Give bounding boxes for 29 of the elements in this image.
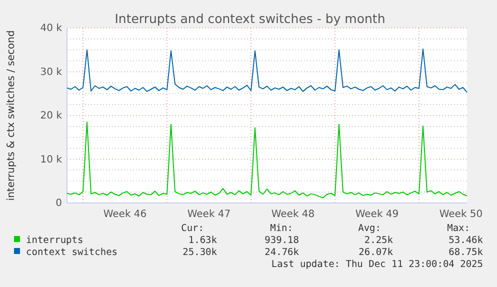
- text: Max:: [447, 223, 470, 234]
- line-series: [66, 48, 468, 93]
- x-tick-label: Week 50: [439, 209, 483, 220]
- y-tick-label: 0: [56, 198, 62, 210]
- text: 1.63k: [188, 235, 218, 246]
- chart-title: Interrupts and context switches - by month: [114, 11, 386, 26]
- text: Cur:: [181, 223, 204, 234]
- text: 24.76k: [264, 247, 300, 258]
- x-tick-label: Week 47: [187, 209, 231, 220]
- text: 2.25k: [364, 235, 394, 246]
- text: Avg:: [358, 223, 381, 234]
- text: 53.46k: [448, 235, 484, 246]
- x-tick-label: Week 49: [355, 209, 399, 220]
- y-tick-label: 10 k: [40, 154, 62, 166]
- y-tick-label: 30 k: [40, 66, 62, 78]
- legend-label: interrupts: [26, 235, 84, 246]
- x-tick-label: Week 48: [271, 209, 315, 220]
- text: Min:: [270, 223, 293, 234]
- y-tick-label: 40 k: [40, 23, 62, 34]
- y-axis-title: interrupts & ctx switches / second: [6, 30, 17, 201]
- text: 26.07k: [358, 247, 394, 258]
- y-tick-label: 20 k: [40, 110, 62, 122]
- text: Last update: Thu Dec 11 23:00:04 2025: [271, 259, 483, 270]
- x-tick-label: Week 46: [103, 209, 147, 220]
- legend-label: context switches: [26, 247, 118, 258]
- line-series: [66, 122, 468, 198]
- text: 939.18: [264, 235, 300, 246]
- text: 68.75k: [448, 247, 484, 258]
- text: 25.30k: [182, 247, 218, 258]
